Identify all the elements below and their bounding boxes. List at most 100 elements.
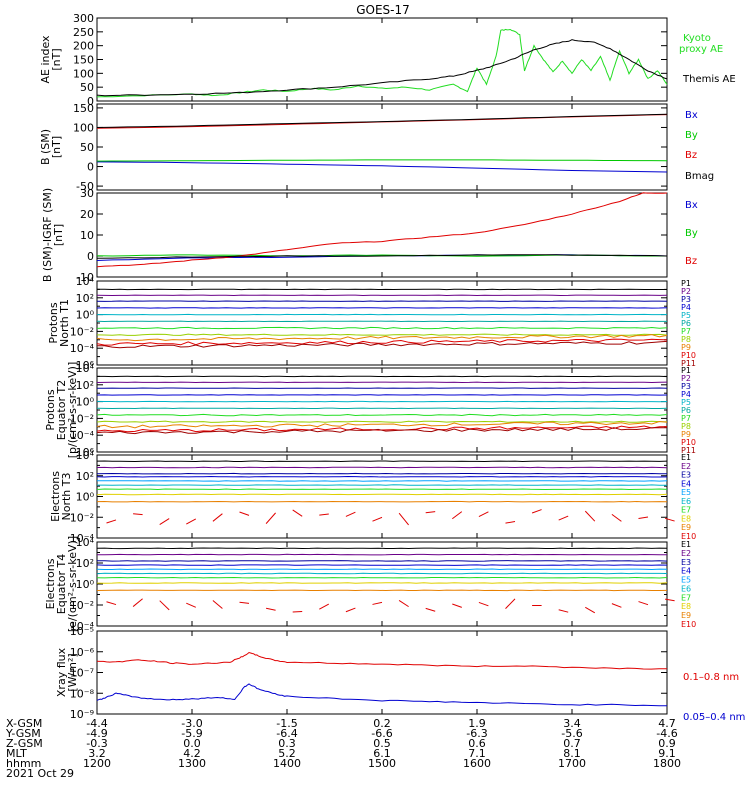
footer-value: 1800 [653,757,681,770]
series-line-E10 [186,602,197,608]
series-line-E10 [265,607,276,611]
footer-value: 1300 [178,757,206,770]
y-tick-label: 10⁶ [76,446,95,459]
series-line-E7 [96,576,668,579]
series-line-P7 [96,326,668,330]
legend-xray-long: 0.1–0.8 nm [683,672,739,683]
series-line-E10 [106,519,117,524]
y-tick-label: 10⁴ [76,362,95,375]
y-axis-label: ElectronsEquator T4[e/(cm²-s-sr-keV)] [44,536,79,632]
series-line-E10 [531,509,542,514]
legend-xray-short: 0.05–0.4 nm [683,712,745,723]
legend-P7: P7 [681,414,691,423]
panel-bsm: -50 0 50 100 150 B (SM)[nT] Bx By Bz Bmag [39,102,714,193]
series-line-E10 [425,607,436,612]
footer-label: X-GSM [6,717,42,730]
series-line-E10 [558,609,569,613]
legend-By: By [685,130,698,141]
footer-value: 0.9 [658,737,676,750]
legend-E9: E9 [681,611,691,620]
footer-value: 1700 [558,757,586,770]
series-line-E2 [97,553,668,556]
y-tick-label: 10⁻⁴ [70,342,95,355]
legend-E1: E1 [681,540,691,549]
y-axis-label: AE index[nT] [39,35,63,84]
series-line-P11 [96,427,667,435]
series-line-E10 [265,512,276,524]
y-tick-label: 0 [87,250,94,263]
series-line-P7 [96,413,668,417]
y-tick-label: 10⁶ [76,359,95,372]
series-line-E10 [478,601,489,607]
footer-value: 0.0 [183,737,201,750]
series-line-0108nm [96,651,668,670]
legend-P5: P5 [681,398,691,407]
footer-value: -4.6 [656,727,677,740]
legend-P4: P4 [681,303,691,312]
legend-kyoto: Kyoto [683,33,711,44]
legend-P11: P11 [681,446,696,455]
series-line-E7 [96,488,668,491]
legend-P6: P6 [681,319,691,328]
legend-By: By [685,228,698,239]
y-tick-label: 10⁻⁵ [70,625,94,638]
legend-Bz: Bz [685,150,697,161]
footer-label: Y-GSM [5,727,41,740]
series-line-E10 [106,601,117,606]
series-line-E5 [97,480,668,482]
legend-E3: E3 [681,471,691,480]
legend-P6: P6 [681,406,691,415]
y-tick-label: -10 [76,271,94,284]
y-tick-label: 10⁻⁷ [70,667,94,680]
series-line-Bmag [96,113,668,128]
y-tick-label: 10⁻⁸ [70,687,95,700]
series-line-E10 [159,600,170,611]
y-tick-label: 50 [80,141,94,154]
series-line-E10 [319,513,329,516]
series-line-E10 [186,518,197,525]
y-tick-label: 10⁴ [76,536,95,549]
y-axis-label-line: [nT] [52,224,65,246]
series-line-E10 [132,598,143,607]
legend-P8: P8 [681,422,691,431]
y-axis-label-line: Protons [47,302,60,343]
series-line-E4 [96,475,668,478]
legend-P1: P1 [681,366,691,375]
footer-value: 3.2 [88,747,106,760]
footer-date: 2021 Oct 29 [6,767,74,780]
series-line-E10 [452,603,462,608]
series-line-E9 [96,589,668,592]
y-axis-label: ElectronsNorth T3 [49,471,73,522]
panel-digrf: -10 0 10 20 30 B (SM)-IGRF (SM)[nT] Bx By Bz [41,187,698,284]
series-line-Bx [96,161,668,173]
y-tick-label: 10⁴ [76,449,95,462]
y-tick-label: 20 [80,208,94,221]
panel-frame [96,367,668,453]
footer-value: 8.1 [563,747,581,760]
y-tick-label: 0 [87,161,94,174]
y-axis-label-line: B (SM) [39,129,52,165]
series-line-Bmag [96,254,668,259]
figure-title: GOES-17 [356,3,410,17]
y-tick-label: 150 [73,102,94,115]
series-line-E10 [345,607,356,613]
series-line-E10 [372,601,383,605]
series-line-E10 [398,512,409,526]
y-tick-label: 30 [80,187,94,200]
y-tick-label: 10⁰ [76,491,95,504]
footer-value: -5.6 [561,727,582,740]
y-axis-label-line: [nT] [50,48,63,70]
y-axis-label: B (SM)-IGRF (SM)[nT] [41,188,65,282]
footer-value: -6.4 [276,727,297,740]
legend-E10: E10 [681,532,696,541]
y-tick-label: 10⁰ [76,309,95,322]
panel-frame [96,630,668,715]
y-tick-label: 150 [73,54,94,67]
series-line-E5 [96,568,668,571]
y-axis-label-line: AE index [39,35,52,84]
series-line-E10 [478,511,489,517]
series-line-E3 [97,560,668,562]
y-tick-label: 10² [76,379,94,392]
